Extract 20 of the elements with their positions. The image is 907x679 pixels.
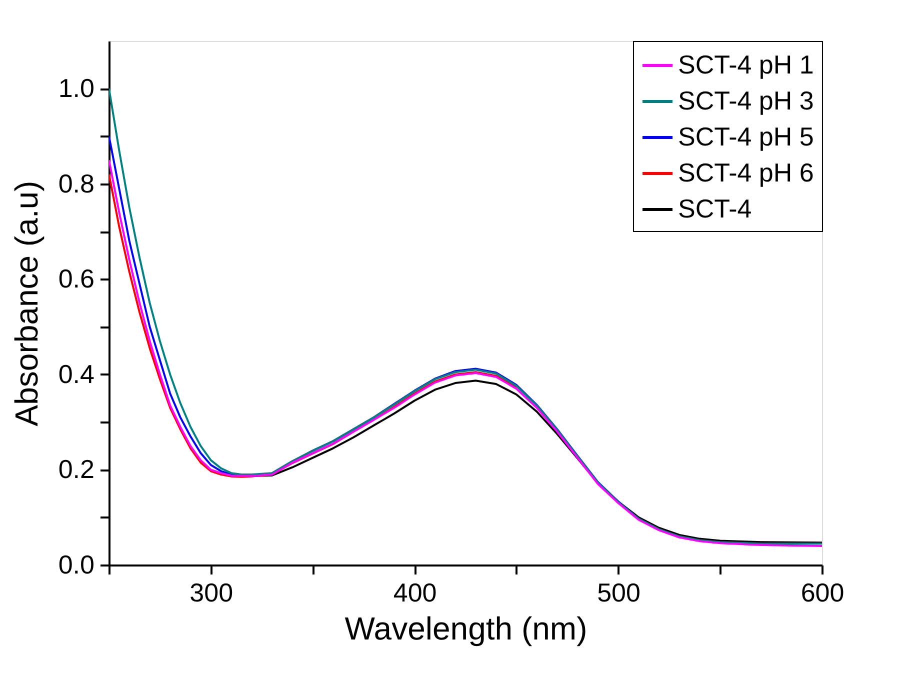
y-tick-label: 0.8 [58, 168, 94, 198]
y-axis-title: Absorbance (a.u) [8, 180, 44, 426]
legend-label: SCT-4 pH 6 [678, 158, 814, 188]
line-series [109, 88, 822, 545]
x-tick-label: 400 [393, 578, 437, 608]
legend-label: SCT-4 [678, 194, 752, 224]
y-tick-label: 0.2 [58, 454, 94, 484]
legend-label: SCT-4 pH 3 [678, 86, 814, 116]
y-tick-label: 1.0 [58, 73, 94, 104]
x-tick-label: 300 [190, 578, 234, 608]
legend-label: SCT-4 pH 5 [678, 122, 814, 152]
x-tick-label: 500 [597, 578, 640, 608]
line-series [109, 159, 822, 547]
line-series [109, 173, 518, 478]
y-tick-label: 0.6 [58, 264, 94, 294]
y-tick-label: 0.4 [58, 358, 94, 389]
y-tick-label: 0.0 [58, 550, 94, 580]
x-axis-title: Wavelength (nm) [344, 610, 588, 646]
x-tick-label: 600 [800, 578, 844, 608]
legend-label: SCT-4 pH 1 [678, 50, 814, 80]
